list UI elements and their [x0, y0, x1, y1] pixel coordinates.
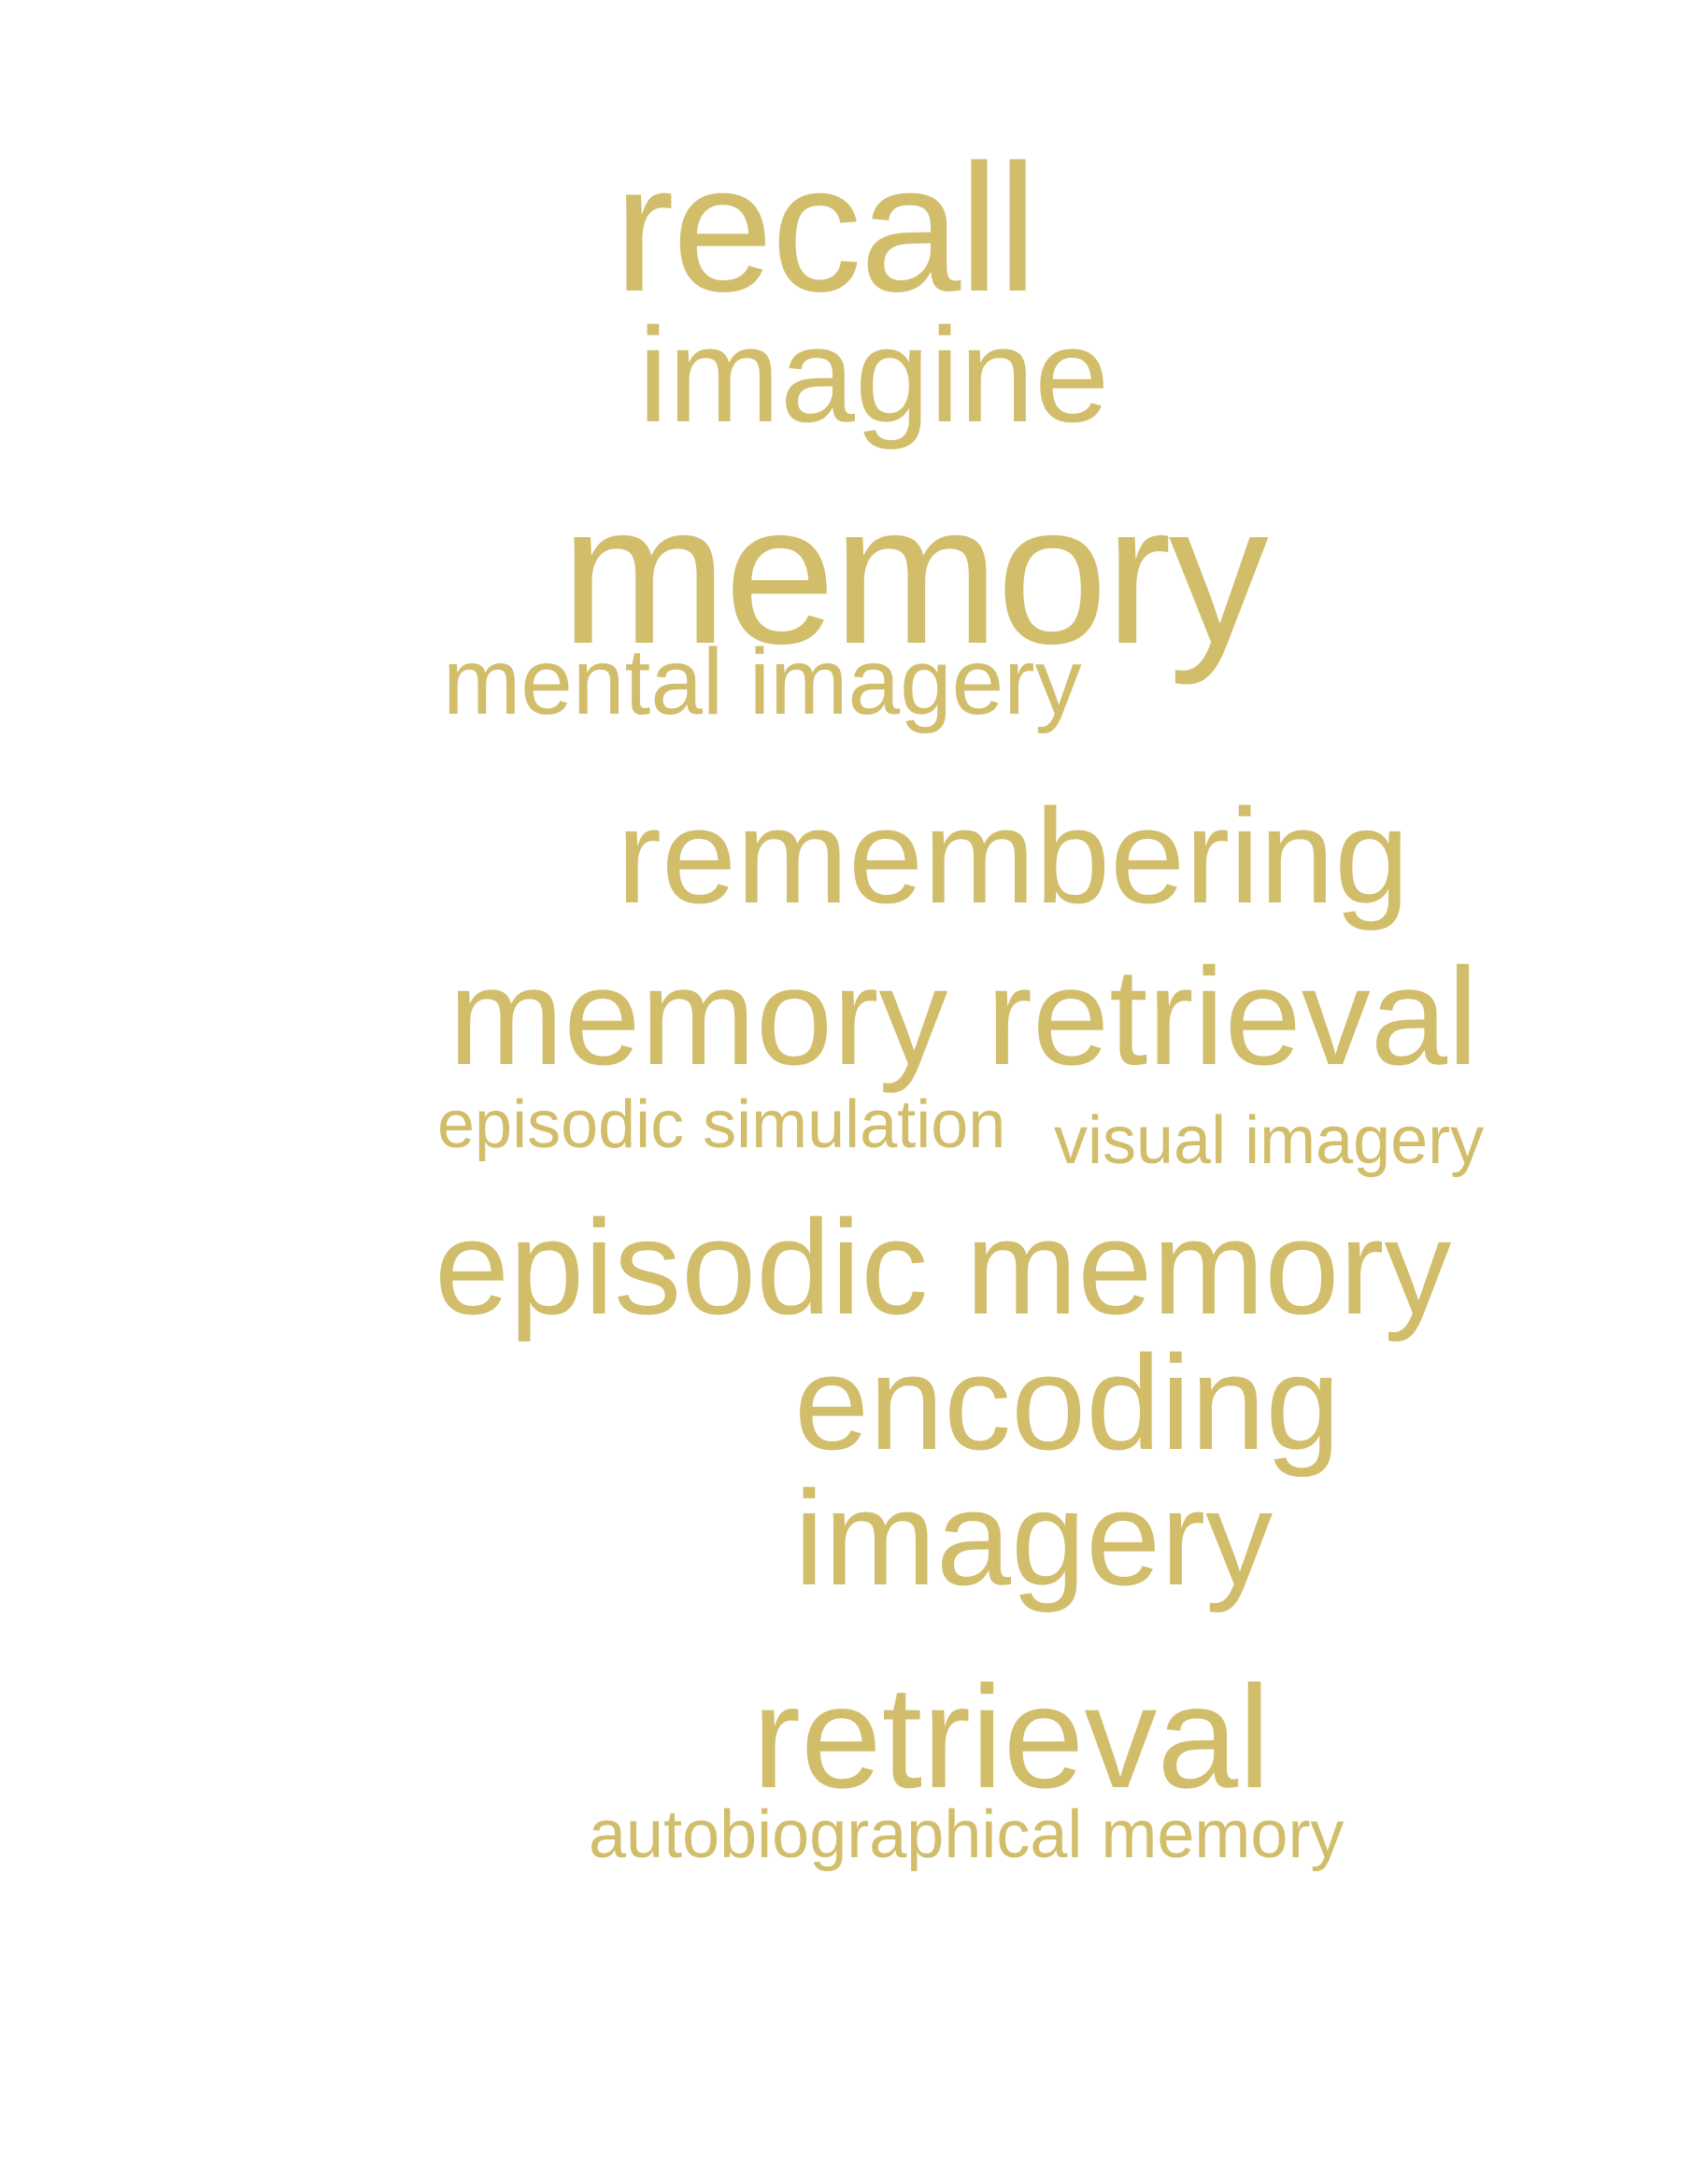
word-episodic-memory: episodic memory: [434, 1192, 1452, 1342]
word-recall: recall: [614, 127, 1038, 330]
word-encoding: encoding: [794, 1327, 1341, 1478]
word-episodic-simulation: episodic simulation: [437, 1087, 1006, 1162]
word-imagine: imagine: [638, 300, 1110, 450]
word-autobiographical-memory: autobiographical memory: [589, 1797, 1345, 1872]
word-remembering: remembering: [617, 781, 1410, 931]
word-mental-imagery: mental imagery: [443, 630, 1082, 734]
word-imagery: imagery: [794, 1463, 1274, 1613]
word-memory-retrieval: memory retrieval: [448, 940, 1478, 1094]
word-memory: memory: [561, 462, 1269, 686]
word-visual-imagery: visual imagery: [1054, 1103, 1485, 1178]
word-retrieval: retrieval: [752, 1656, 1271, 1819]
